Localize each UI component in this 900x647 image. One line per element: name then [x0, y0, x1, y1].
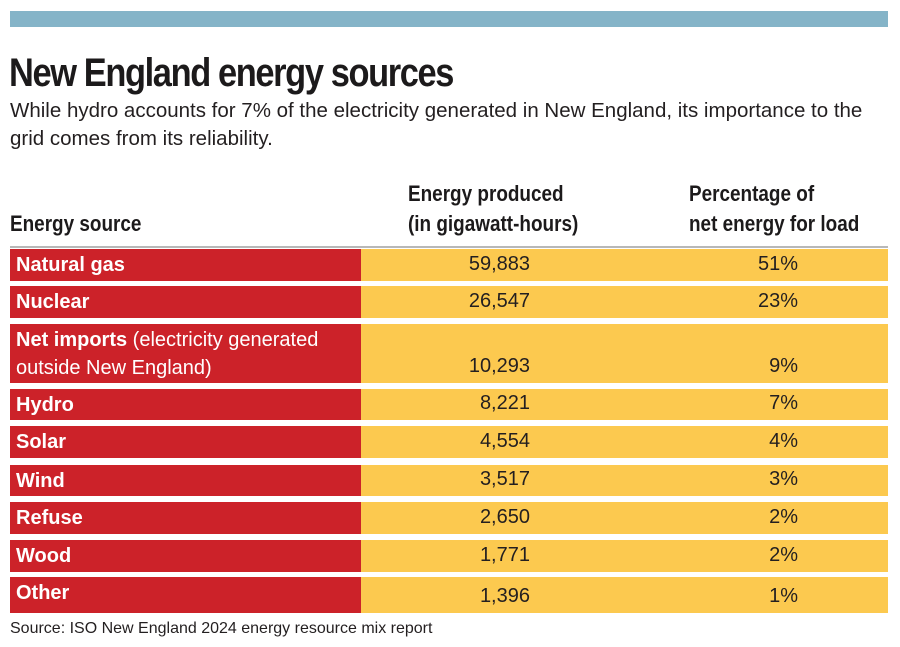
energy-source-name: Nuclear — [16, 291, 90, 313]
energy-produced-value: 2,650 — [479, 506, 530, 528]
table-row: Solar 4,554 4% — [10, 426, 888, 458]
column-header-energy-line1: Energy produced — [408, 181, 564, 206]
table-row: Natural gas 59,883 51% — [10, 249, 888, 281]
energy-source-cell: Solar — [10, 426, 361, 458]
value-cells: 1,396 1% — [361, 577, 888, 613]
value-cells: 8,221 7% — [361, 389, 888, 420]
energy-source-name: Wind — [16, 470, 65, 492]
percentage-value: 9% — [769, 355, 798, 377]
column-header-pct-line1: Percentage of — [689, 181, 815, 206]
value-cells: 26,547 23% — [361, 286, 888, 318]
energy-produced-value: 10,293 — [468, 355, 530, 377]
table-row: Wood 1,771 2% — [10, 540, 888, 572]
column-header-energy-source: Energy source — [10, 211, 142, 236]
column-header-pct-line2: net energy for load — [689, 211, 860, 236]
value-cells: 10,293 9% — [361, 324, 888, 383]
energy-produced-value: 3,517 — [479, 468, 530, 490]
value-cells: 2,650 2% — [361, 502, 888, 534]
percentage-value: 23% — [757, 290, 798, 312]
energy-source-name: Net imports — [16, 329, 128, 351]
chart-subtitle: While hydro accounts for 7% of the elect… — [10, 99, 863, 150]
value-cells: 59,883 51% — [361, 249, 888, 281]
value-cells: 4,554 4% — [361, 426, 888, 458]
top-accent-bar — [10, 11, 888, 27]
energy-source-cell: Refuse — [10, 502, 361, 534]
energy-source-cell: Wind — [10, 465, 361, 496]
column-header-energy-line2: (in gigawatt-hours) — [408, 211, 579, 236]
energy-produced-value: 59,883 — [468, 253, 530, 275]
percentage-value: 3% — [769, 468, 798, 490]
energy-source-name: Wood — [16, 545, 72, 567]
percentage-value: 1% — [769, 585, 798, 607]
value-cells: 1,771 2% — [361, 540, 888, 572]
energy-source-cell: Net imports (electricity generated outsi… — [10, 324, 361, 383]
column-header-energy-produced: Energy produced (in gigawatt-hours) — [408, 179, 578, 239]
energy-source-name: Natural gas — [16, 254, 125, 276]
energy-source-name: Other — [16, 582, 70, 604]
source-note: Source: ISO New England 2024 energy reso… — [10, 620, 433, 637]
energy-source-name: Hydro — [16, 394, 74, 416]
percentage-value: 2% — [769, 544, 798, 566]
energy-source-cell: Other — [10, 577, 361, 613]
energy-source-name: Refuse — [16, 507, 83, 529]
percentage-value: 51% — [757, 253, 798, 275]
table-row: Net imports (electricity generated outsi… — [10, 324, 888, 383]
energy-produced-value: 26,547 — [468, 290, 530, 312]
table-row: Refuse 2,650 2% — [10, 502, 888, 534]
percentage-value: 7% — [769, 392, 798, 414]
energy-produced-value: 1,396 — [479, 585, 530, 607]
header-rule — [10, 246, 888, 248]
table-row: Nuclear 26,547 23% — [10, 286, 888, 318]
energy-produced-value: 4,554 — [479, 430, 530, 452]
chart-title: New England energy sources — [9, 51, 454, 95]
energy-source-note: (electricity generated outside New Engla… — [16, 329, 319, 379]
energy-source-cell: Wood — [10, 540, 361, 572]
energy-source-name: Solar — [16, 431, 67, 453]
percentage-value: 2% — [769, 506, 798, 528]
energy-source-cell: Natural gas — [10, 249, 361, 281]
energy-source-cell: Hydro — [10, 389, 361, 420]
energy-source-cell: Nuclear — [10, 286, 361, 318]
table-row: Wind 3,517 3% — [10, 465, 888, 496]
energy-produced-value: 1,771 — [479, 544, 530, 566]
percentage-value: 4% — [769, 430, 798, 452]
table-row: Other 1,396 1% — [10, 577, 888, 613]
column-header-percentage: Percentage of net energy for load — [689, 179, 859, 239]
value-cells: 3,517 3% — [361, 465, 888, 496]
energy-produced-value: 8,221 — [479, 392, 530, 414]
table-row: Hydro 8,221 7% — [10, 389, 888, 420]
